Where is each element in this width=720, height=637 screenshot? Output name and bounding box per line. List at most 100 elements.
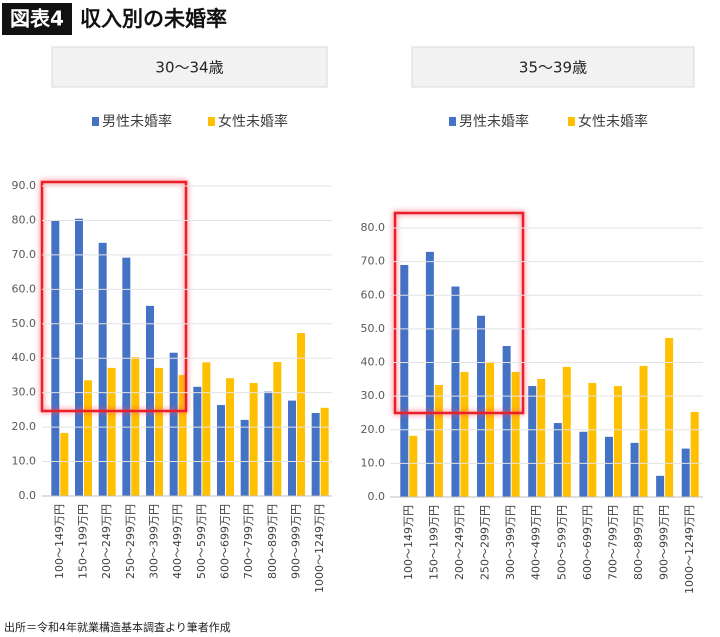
bar bbox=[60, 432, 69, 496]
x-tick-label: 100～149万円 bbox=[53, 504, 66, 579]
bar bbox=[297, 333, 305, 496]
x-tick-label: 300～399万円 bbox=[148, 504, 161, 579]
x-tick-label: 800～899万円 bbox=[632, 505, 645, 580]
y-tick-label: 80.0 bbox=[12, 213, 37, 226]
badge-box bbox=[2, 3, 72, 35]
bar bbox=[690, 411, 699, 497]
y-tick-label: 40.0 bbox=[12, 351, 37, 364]
bar bbox=[217, 405, 225, 496]
legend-label: 女性未婚率 bbox=[578, 113, 648, 130]
x-tick-label: 900～999万円 bbox=[658, 505, 671, 580]
chart-title: 35～39歳 bbox=[519, 59, 587, 77]
y-tick-label: 0.0 bbox=[19, 489, 37, 502]
highlight-box bbox=[40, 180, 188, 413]
bar bbox=[84, 380, 92, 496]
bar bbox=[665, 337, 674, 497]
bar bbox=[630, 442, 639, 497]
bar bbox=[98, 242, 107, 496]
y-tick-label: 40.0 bbox=[361, 356, 386, 369]
bar bbox=[400, 264, 409, 497]
bar bbox=[311, 412, 320, 496]
y-tick-label: 80.0 bbox=[361, 221, 386, 234]
bar bbox=[604, 436, 613, 497]
x-tick-label: 800～899万円 bbox=[266, 504, 279, 579]
legend-label: 女性未婚率 bbox=[218, 113, 288, 130]
page-title: 収入別の未婚率 bbox=[80, 7, 227, 31]
bar bbox=[502, 346, 511, 497]
legend-swatch bbox=[208, 117, 215, 126]
chart-title: 30～34歳 bbox=[155, 59, 223, 77]
bar bbox=[240, 419, 249, 496]
bar bbox=[169, 352, 178, 496]
bar bbox=[178, 375, 187, 496]
bar bbox=[288, 400, 296, 496]
y-tick-label: 70.0 bbox=[361, 255, 386, 268]
legend-swatch bbox=[92, 117, 99, 126]
x-tick-label: 500～599万円 bbox=[195, 504, 208, 579]
bar bbox=[613, 386, 622, 497]
bar bbox=[639, 365, 648, 497]
x-tick-label: 1000～1249万円 bbox=[683, 505, 696, 594]
subtitle-box bbox=[51, 46, 328, 88]
bar bbox=[511, 371, 520, 497]
y-tick-label: 60.0 bbox=[361, 288, 386, 301]
bar bbox=[562, 366, 571, 497]
x-tick-label: 400～499万円 bbox=[530, 505, 543, 580]
legend-swatch bbox=[449, 117, 456, 126]
bar bbox=[434, 385, 443, 497]
x-tick-label: 1000～1249万円 bbox=[313, 504, 326, 593]
y-tick-label: 20.0 bbox=[12, 420, 37, 433]
bar bbox=[425, 251, 434, 497]
y-tick-label: 90.0 bbox=[12, 179, 37, 192]
y-tick-label: 30.0 bbox=[361, 389, 386, 402]
x-tick-label: 150～199万円 bbox=[77, 504, 90, 579]
bar bbox=[226, 378, 234, 496]
x-tick-label: 100～149万円 bbox=[402, 505, 415, 580]
x-tick-label: 600～699万円 bbox=[219, 504, 232, 579]
x-tick-label: 150～199万円 bbox=[427, 505, 440, 580]
bar bbox=[273, 362, 282, 496]
bar bbox=[588, 383, 597, 497]
bar bbox=[155, 367, 163, 496]
bar bbox=[451, 286, 460, 497]
bar bbox=[193, 386, 202, 496]
x-tick-label: 600～699万円 bbox=[581, 505, 594, 580]
bar bbox=[264, 391, 273, 496]
x-tick-label: 300～399万円 bbox=[504, 505, 517, 580]
bar bbox=[681, 448, 690, 497]
bar bbox=[146, 305, 154, 496]
y-tick-label: 30.0 bbox=[12, 386, 37, 399]
y-tick-label: 50.0 bbox=[361, 322, 386, 335]
y-tick-label: 50.0 bbox=[12, 317, 37, 330]
bar bbox=[537, 378, 546, 497]
subtitle-box bbox=[411, 46, 695, 88]
y-tick-label: 10.0 bbox=[361, 456, 386, 469]
y-tick-label: 70.0 bbox=[12, 248, 37, 261]
bar bbox=[656, 475, 665, 497]
x-tick-label: 400～499万円 bbox=[171, 504, 184, 579]
x-tick-label: 250～299万円 bbox=[479, 505, 492, 580]
y-tick-label: 10.0 bbox=[12, 455, 37, 468]
source: 出所＝令和4年就業構造基本調査より筆者作成 bbox=[4, 620, 231, 634]
bar bbox=[75, 218, 83, 496]
bar bbox=[579, 431, 588, 497]
bar bbox=[460, 371, 469, 497]
legend-label: 男性未婚率 bbox=[102, 113, 172, 130]
y-tick-label: 0.0 bbox=[368, 490, 386, 503]
x-tick-label: 200～249万円 bbox=[100, 504, 113, 579]
x-tick-label: 700～799万円 bbox=[606, 505, 619, 580]
bar bbox=[131, 357, 140, 496]
bar bbox=[553, 423, 562, 497]
legend-swatch bbox=[568, 117, 575, 126]
x-tick-label: 700～799万円 bbox=[242, 504, 255, 579]
badge: 図表4 bbox=[10, 7, 64, 31]
x-tick-label: 500～599万円 bbox=[555, 505, 568, 580]
x-tick-label: 900～999万円 bbox=[290, 504, 303, 579]
bar bbox=[122, 257, 131, 496]
bar bbox=[477, 315, 486, 497]
legend-label: 男性未婚率 bbox=[459, 113, 529, 130]
bar bbox=[528, 386, 537, 497]
bar bbox=[409, 435, 418, 497]
